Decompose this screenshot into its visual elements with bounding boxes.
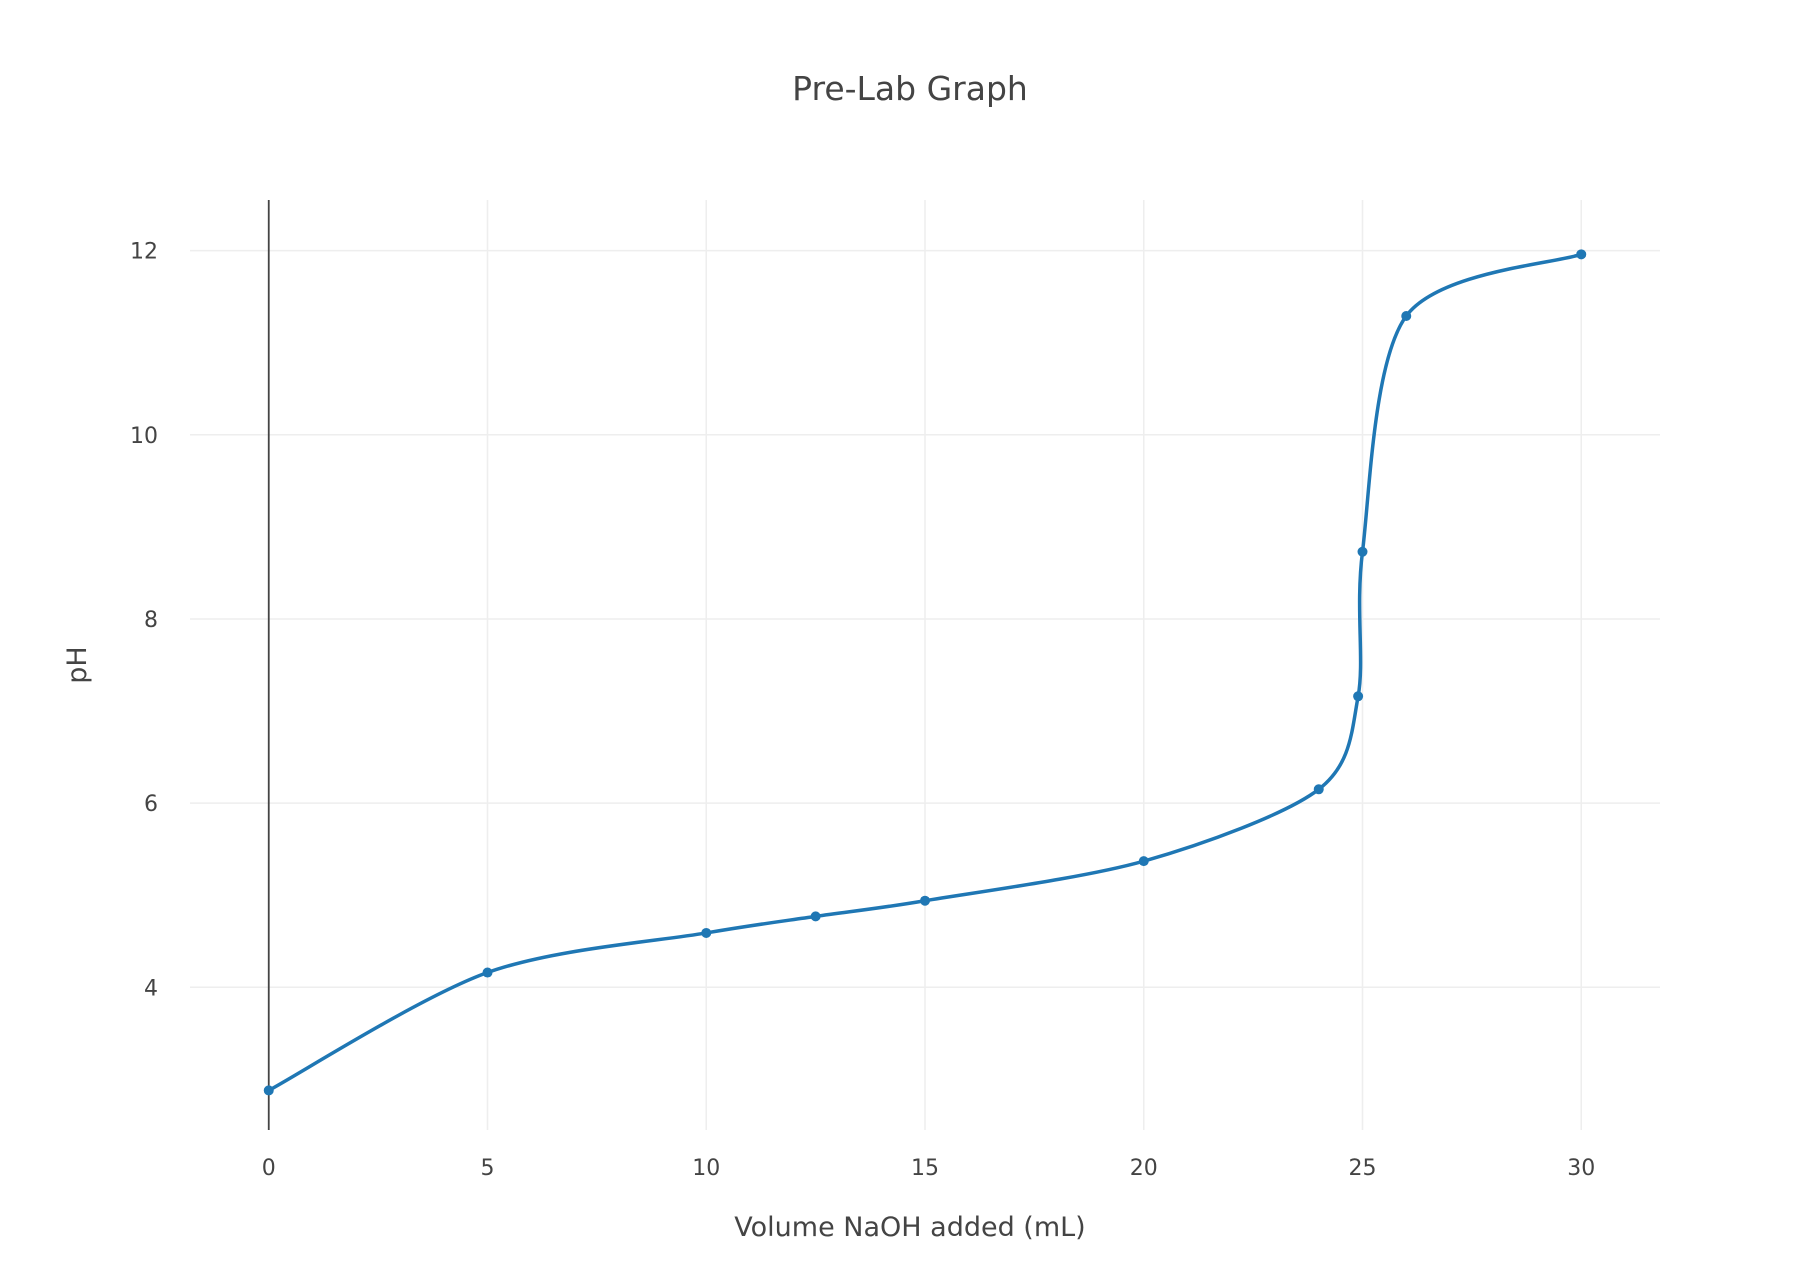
x-axis-title: Volume NaOH added (mL) — [734, 1212, 1085, 1243]
x-tick-label: 30 — [1567, 1156, 1595, 1181]
x-tick-label: 25 — [1349, 1156, 1377, 1181]
x-tick-label: 15 — [911, 1156, 939, 1181]
data-point — [920, 895, 930, 906]
y-axis-title: pH — [62, 646, 93, 683]
chart-title: Pre-Lab Graph — [792, 69, 1028, 108]
x-tick-labels: 0 5 10 15 20 25 30 — [262, 1156, 1596, 1181]
y-tick-label: 10 — [130, 424, 158, 449]
x-tick-label: 10 — [692, 1156, 720, 1181]
data-point — [482, 967, 493, 978]
data-point — [1401, 311, 1412, 322]
y-tick-label: 4 — [144, 976, 158, 1001]
x-tick-label: 20 — [1130, 1156, 1158, 1181]
y-gridlines — [190, 249, 1660, 989]
data-point — [1353, 691, 1364, 702]
x-tick-label: 5 — [481, 1156, 495, 1181]
series-layer — [263, 249, 1587, 1096]
data-point — [1313, 784, 1324, 795]
data-point — [1576, 249, 1587, 260]
y-tick-label: 8 — [144, 608, 158, 633]
y-tick-labels: 4 6 8 10 12 — [130, 240, 158, 1002]
data-point — [1357, 546, 1368, 557]
x-gridlines — [486, 200, 1582, 1130]
data-point — [263, 1085, 274, 1096]
data-point — [1138, 856, 1149, 867]
data-point — [810, 911, 821, 922]
y-tick-label: 6 — [144, 792, 158, 817]
y-tick-label: 12 — [130, 240, 158, 265]
data-point — [701, 927, 712, 938]
x-tick-label: 0 — [262, 1156, 276, 1181]
